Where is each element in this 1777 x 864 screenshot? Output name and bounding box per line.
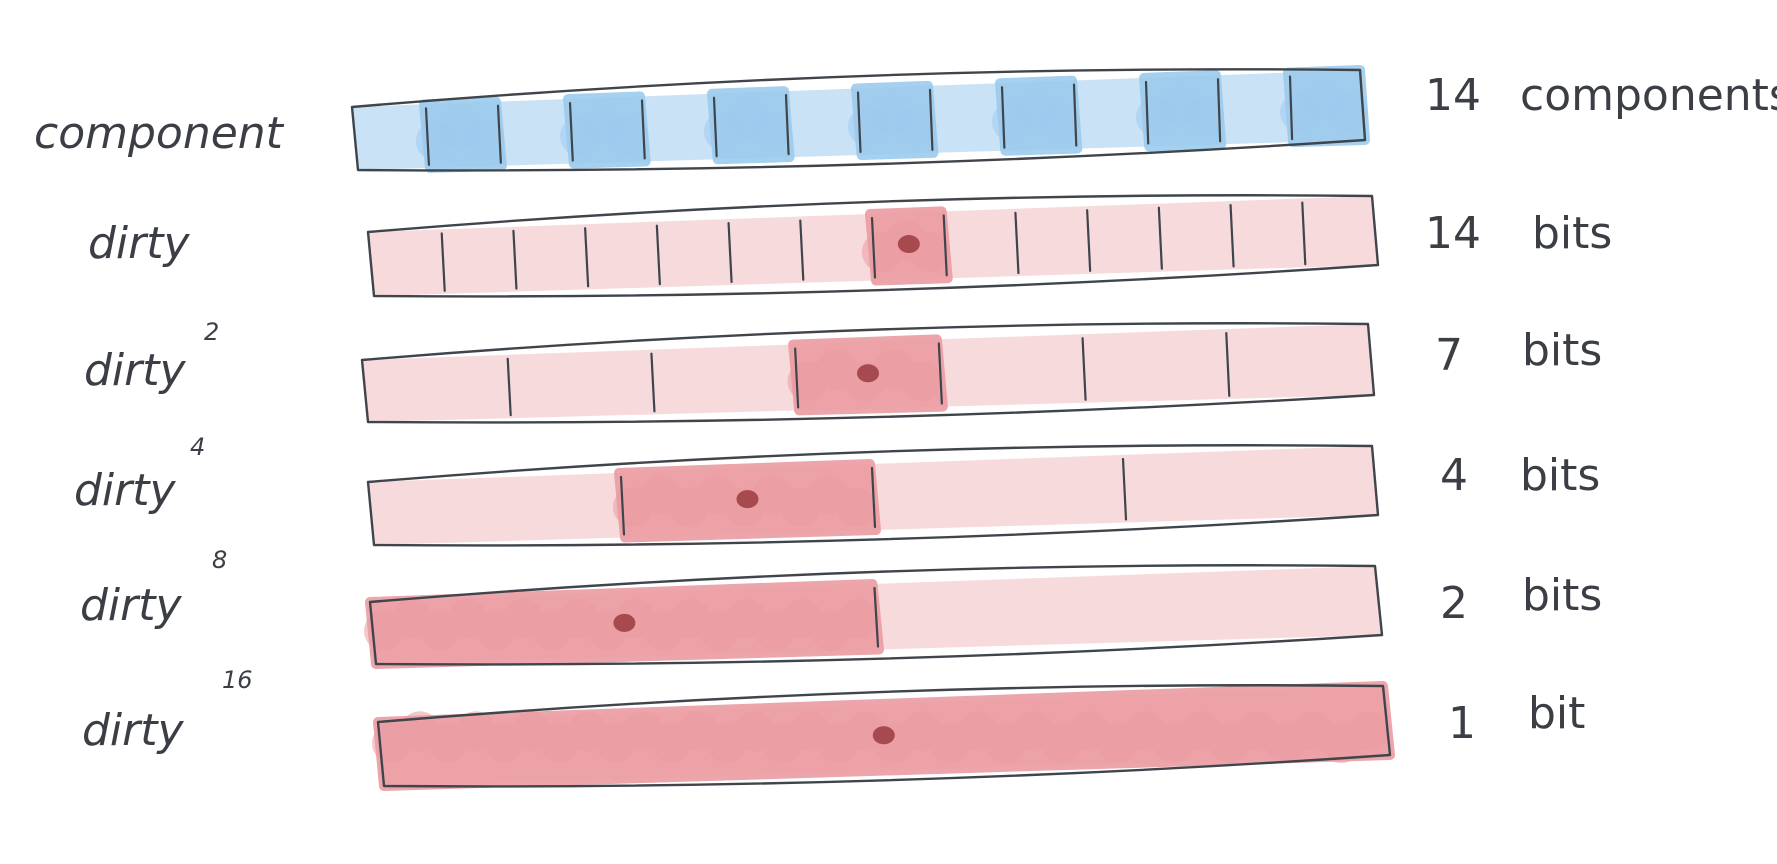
cell-divider: [440, 232, 446, 292]
cell-divider: [584, 227, 590, 288]
row-label-dirty: dirty: [88, 218, 190, 269]
row-bar-2: [360, 322, 1376, 424]
cell-divider: [799, 219, 805, 281]
cell-divider: [727, 222, 733, 284]
marker-blob: [1184, 96, 1224, 137]
row-unit-dirty: bits: [1532, 208, 1612, 259]
cell-divider: [496, 104, 502, 164]
cell-divider: [1144, 80, 1150, 145]
row-count-dirty-8: 2: [1440, 578, 1468, 629]
row-bar-0: [350, 65, 1370, 173]
row-label-dirty-16: dirty: [82, 705, 184, 756]
cell-divider: [1000, 86, 1006, 149]
cell-divider: [1081, 337, 1087, 401]
dirty-dot: [736, 490, 759, 509]
cell-divider: [650, 352, 656, 413]
row-count-dirty-2: 7: [1435, 330, 1463, 381]
cell-divider: [1225, 332, 1231, 397]
row-superscript-16: 16: [222, 666, 253, 694]
cell-divider: [1086, 209, 1092, 272]
cell-divider: [928, 88, 934, 151]
bar-outline: [376, 684, 1392, 788]
row-label-dirty-8: dirty: [80, 580, 182, 631]
row-bar-1: [366, 194, 1380, 298]
row-bar-5: [371, 681, 1395, 791]
row-unit-dirty-4: bits: [1520, 450, 1600, 501]
cell-divider: [794, 347, 800, 409]
cell-divider: [937, 342, 943, 405]
marker-blob: [896, 106, 936, 147]
row-unit-dirty-8: bits: [1522, 570, 1602, 621]
dirty-dot: [857, 364, 879, 383]
row-count-dirty: 14: [1425, 208, 1481, 259]
row-label-dirty-2: dirty: [84, 345, 186, 396]
cell-divider: [1157, 206, 1163, 270]
row-superscript-8: 8: [212, 546, 227, 574]
cell-divider: [640, 99, 646, 160]
marker-blob: [1040, 101, 1080, 142]
cell-divider: [870, 216, 877, 279]
row-superscript-2: 2: [204, 318, 219, 346]
bar-outline: [350, 68, 1367, 172]
cell-divider: [856, 91, 862, 154]
cell-divider: [512, 229, 518, 290]
dirty-dot: [613, 613, 636, 632]
cell-divider: [506, 357, 512, 417]
marker-blob: [909, 232, 950, 273]
row-bar-3: [366, 444, 1380, 547]
marker-blob: [1328, 92, 1368, 133]
bar-outline: [360, 322, 1376, 424]
cell-divider: [712, 96, 718, 158]
bar-outline: [368, 564, 1384, 666]
dirty-dot: [897, 235, 920, 254]
marker-blob: [902, 361, 943, 402]
bar-outline: [366, 194, 1380, 298]
row-count-component: 14: [1425, 70, 1481, 121]
cell-divider: [1121, 457, 1128, 521]
cell-divider: [424, 107, 431, 166]
cell-divider: [1216, 78, 1222, 143]
cell-divider: [873, 586, 880, 648]
row-unit-component: components: [1520, 70, 1777, 121]
bars-layer: [350, 65, 1395, 791]
row-label-dirty-4: dirty: [74, 465, 176, 516]
row-unit-dirty-16: bit: [1528, 688, 1585, 739]
cell-divider: [619, 475, 626, 536]
row-label-component: component: [34, 108, 285, 159]
cell-divider: [1014, 211, 1020, 275]
cell-divider: [1072, 83, 1078, 147]
row-count-dirty-16: 1: [1448, 698, 1476, 749]
cell-divider: [1229, 204, 1235, 268]
marker-blob: [464, 120, 504, 161]
cell-divider: [870, 466, 877, 529]
bar-outline: [366, 444, 1380, 547]
marker-blob: [836, 487, 877, 528]
marker-blob: [1349, 711, 1390, 752]
cell-divider: [942, 214, 948, 277]
cell-divider: [1288, 75, 1294, 141]
cell-divider: [784, 94, 790, 156]
cell-divider: [655, 224, 661, 286]
row-bar-4: [363, 564, 1384, 669]
row-unit-dirty-2: bits: [1522, 325, 1602, 376]
row-count-dirty-4: 4: [1440, 450, 1468, 501]
cell-divider: [568, 101, 574, 162]
cell-divider: [1301, 201, 1307, 266]
row-superscript-4: 4: [190, 433, 205, 461]
marker-blob: [608, 116, 648, 157]
labels-layer: component 14 components dirty 14 bits di…: [34, 70, 1777, 756]
marker-blob: [838, 598, 879, 639]
marker-blob: [752, 111, 792, 152]
dirty-dot: [872, 726, 895, 745]
